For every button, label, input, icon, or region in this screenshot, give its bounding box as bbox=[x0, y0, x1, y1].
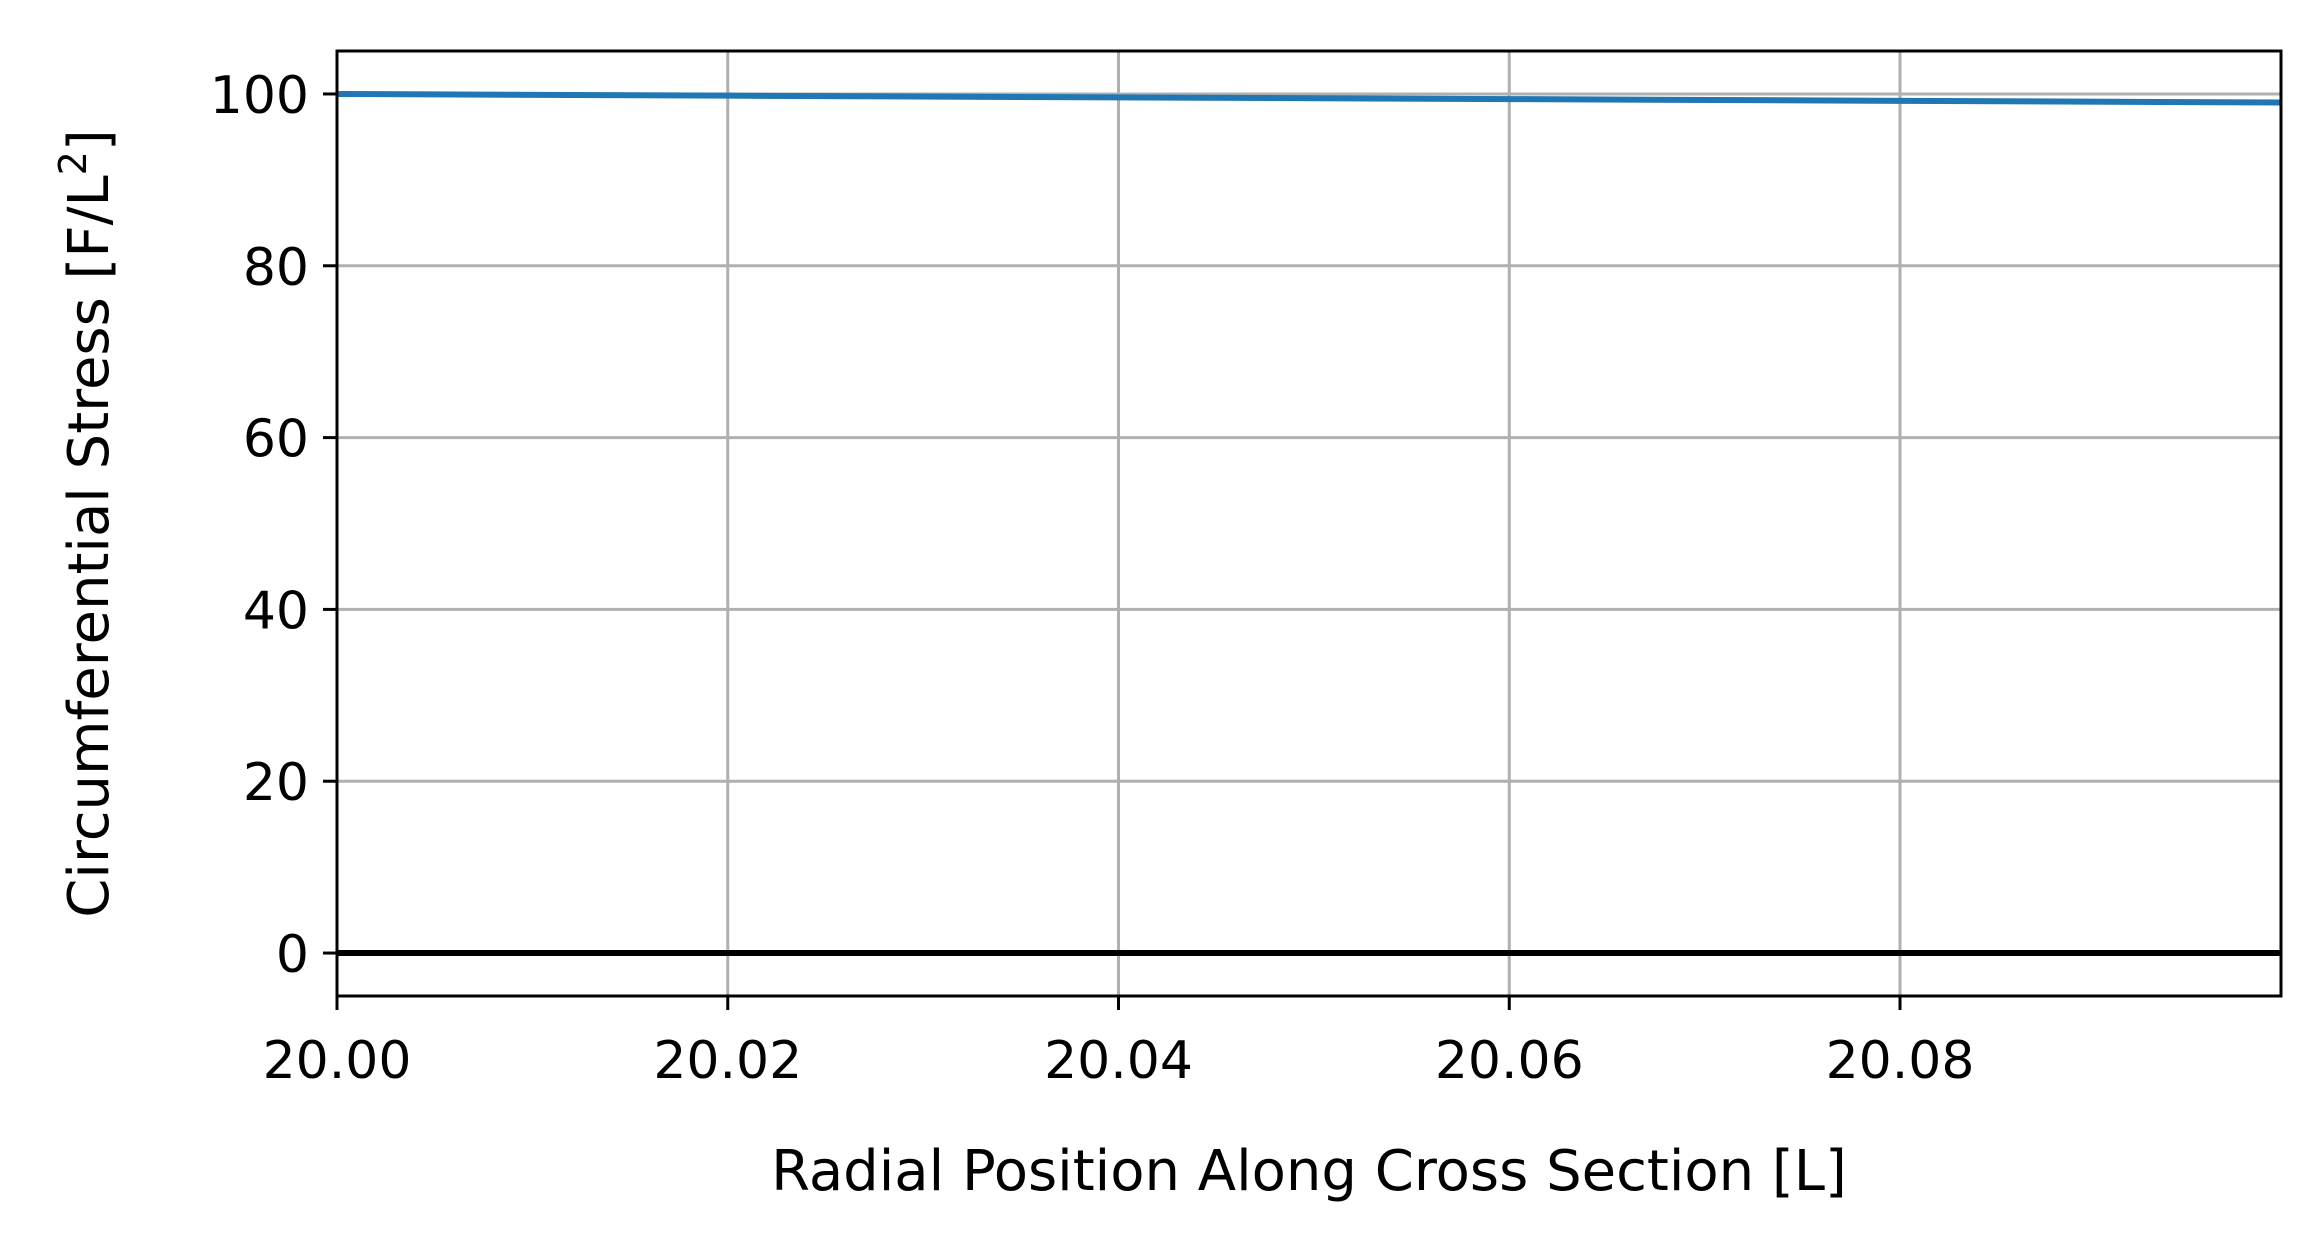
y-axis-title-tail: ] bbox=[57, 129, 122, 151]
x-tick-label: 20.08 bbox=[1826, 1031, 1975, 1091]
y-tick-label: 60 bbox=[243, 410, 309, 470]
stress-series-line bbox=[336, 90, 2282, 106]
plot-frame bbox=[335, 49, 2283, 998]
x-tick-label: 20.06 bbox=[1435, 1031, 1584, 1091]
y-tick-label: 100 bbox=[210, 66, 309, 126]
y-axis-title-superscript: 2 bbox=[51, 151, 95, 175]
y-tick-label: 40 bbox=[243, 581, 309, 641]
y-tick-label: 0 bbox=[276, 925, 309, 985]
y-tick-label: 80 bbox=[243, 238, 309, 298]
y-axis-title-main: Circumferential Stress [F/L bbox=[57, 175, 122, 917]
x-tick-label: 20.04 bbox=[1044, 1031, 1193, 1091]
x-axis-title: Radial Position Along Cross Section [L] bbox=[771, 1139, 1847, 1204]
y-axis-title: Circumferential Stress [F/L2] bbox=[51, 129, 122, 917]
x-tick-label: 20.02 bbox=[653, 1031, 802, 1091]
y-axis-ticks: 0 20 40 60 80 100 bbox=[210, 66, 337, 985]
y-tick-label: 20 bbox=[243, 753, 309, 813]
x-axis-ticks: 20.00 20.02 20.04 20.06 20.08 bbox=[263, 996, 1975, 1091]
x-tick-label: 20.00 bbox=[263, 1031, 412, 1091]
